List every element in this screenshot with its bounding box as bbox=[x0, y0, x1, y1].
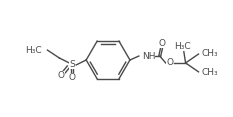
Text: O: O bbox=[166, 58, 173, 67]
Text: O: O bbox=[69, 73, 76, 82]
Text: S: S bbox=[69, 60, 75, 69]
Text: H₃C: H₃C bbox=[25, 46, 41, 55]
Text: CH₃: CH₃ bbox=[202, 49, 218, 58]
Text: H₃C: H₃C bbox=[174, 42, 191, 51]
Text: O: O bbox=[158, 39, 165, 48]
Text: CH₃: CH₃ bbox=[202, 68, 218, 77]
Text: O: O bbox=[58, 71, 65, 80]
Text: NH: NH bbox=[142, 51, 155, 60]
